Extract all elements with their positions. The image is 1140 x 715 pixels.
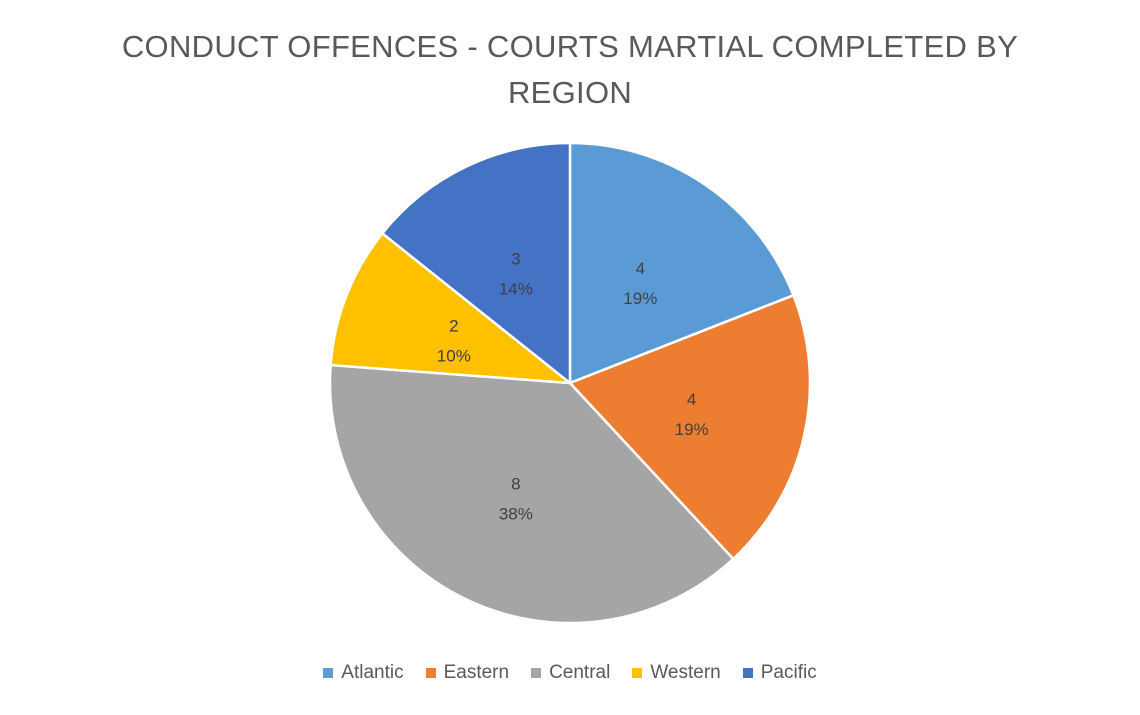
legend-item-pacific: Pacific: [742, 662, 817, 684]
data-label-percent-pacific: 14%: [499, 280, 533, 299]
pie-slice-western: [329, 232, 572, 385]
legend-swatch: [632, 668, 643, 678]
legend-swatch: [531, 668, 542, 678]
legend-item-atlantic: Atlantic: [323, 662, 404, 684]
pie-slice-atlantic: [568, 141, 795, 385]
legend-swatch: [323, 668, 334, 678]
legend-label: Atlantic: [341, 662, 404, 683]
data-label-value-atlantic: 4: [636, 259, 645, 278]
legend-label: Western: [650, 662, 721, 683]
data-label-value-western: 2: [449, 316, 458, 335]
pie-slices: [328, 141, 812, 625]
data-label-percent-western: 10%: [437, 346, 471, 365]
legend-label: Pacific: [760, 662, 817, 683]
data-label-percent-atlantic: 19%: [623, 289, 657, 308]
pie-slice-central: [328, 363, 735, 625]
chart-legend: Atlantic Eastern Central Western Pacific: [0, 662, 1140, 684]
legend-item-eastern: Eastern: [425, 662, 510, 684]
data-label-value-central: 8: [511, 474, 520, 493]
pie-slice-pacific: [381, 141, 572, 385]
legend-label: Eastern: [443, 662, 510, 683]
legend-swatch: [742, 668, 753, 678]
data-label-percent-central: 38%: [499, 504, 533, 523]
data-label-value-pacific: 3: [511, 250, 520, 269]
data-label-value-eastern: 4: [687, 390, 696, 409]
legend-item-central: Central: [531, 662, 610, 684]
legend-item-western: Western: [632, 662, 721, 684]
pie-slice-eastern: [568, 294, 812, 561]
legend-label: Central: [549, 662, 611, 683]
data-label-percent-eastern: 19%: [675, 420, 709, 439]
chart-title: CONDUCT OFFENCES - COURTS MARTIAL COMPLE…: [121, 29, 1019, 110]
legend-swatch: [425, 668, 436, 678]
pie-data-labels: 4 19% 4 19% 8 38% 2 10% 3 14%: [437, 250, 709, 524]
